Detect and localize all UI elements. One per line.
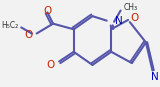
- Text: O: O: [24, 30, 32, 40]
- Text: H₅C₂: H₅C₂: [1, 21, 18, 30]
- Text: N: N: [115, 16, 123, 26]
- Text: O: O: [130, 13, 138, 23]
- Text: N: N: [151, 72, 159, 82]
- Text: CH₃: CH₃: [123, 3, 138, 12]
- Text: O: O: [47, 60, 55, 70]
- Text: O: O: [43, 6, 52, 15]
